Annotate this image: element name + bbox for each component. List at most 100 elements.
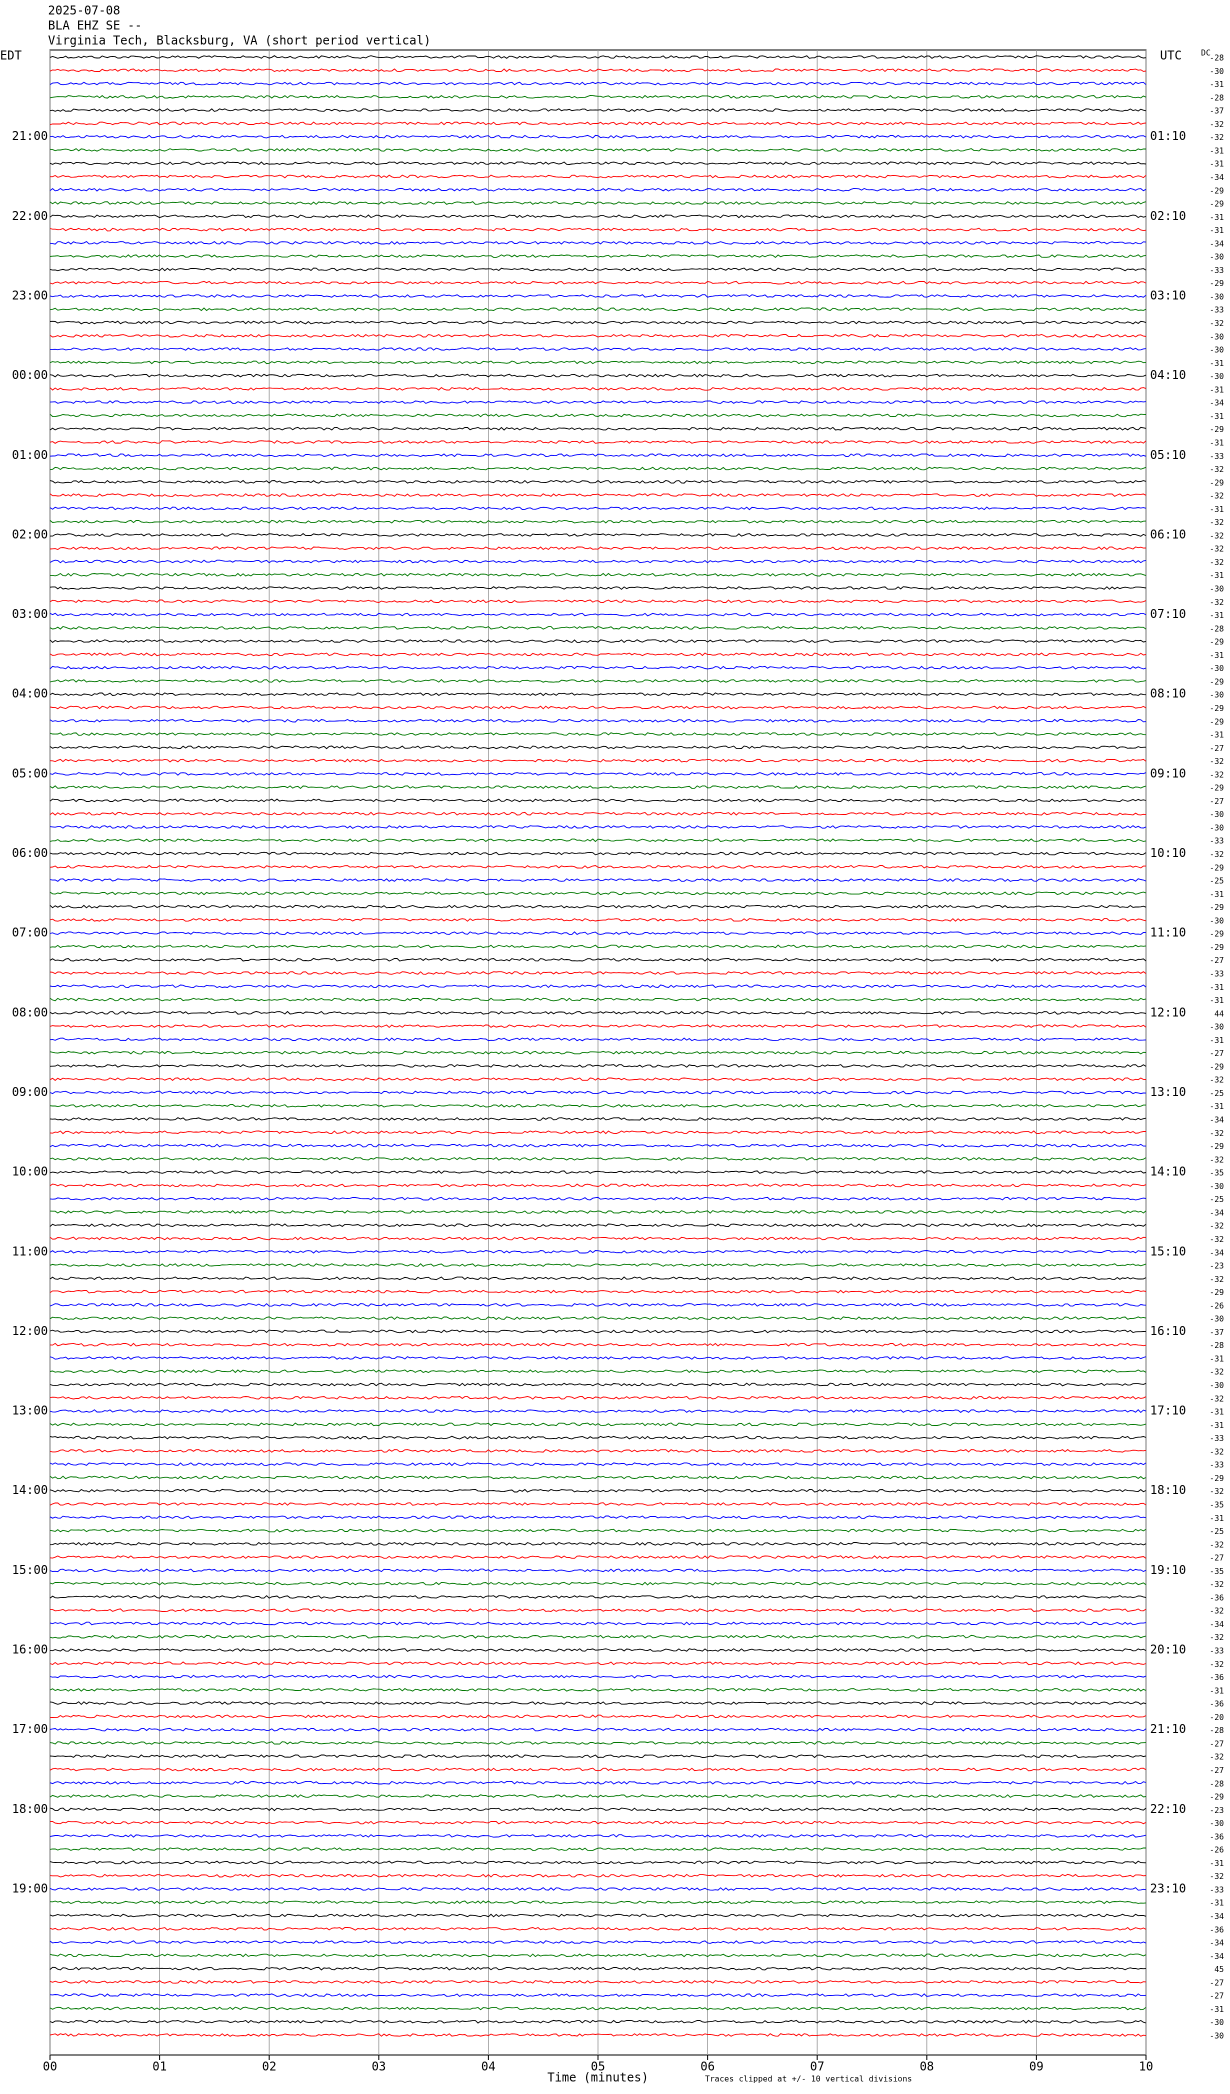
dc-offset: -32 <box>1210 1580 1225 1589</box>
trace <box>49 108 1147 112</box>
trace <box>49 825 1147 829</box>
right-hour-label: 20:10 <box>1150 1643 1186 1657</box>
trace <box>49 718 1147 723</box>
trace <box>49 1940 1147 1944</box>
dc-offset: -30 <box>1210 1819 1225 1828</box>
left-hour-label: 03:00 <box>12 607 48 621</box>
dc-offset: -30 <box>1210 253 1225 262</box>
left-hour-label: 02:00 <box>12 527 48 541</box>
trace <box>50 533 1147 537</box>
dc-offset: -25 <box>1210 1527 1225 1536</box>
dc-offset: -31 <box>1210 146 1225 155</box>
trace <box>49 493 1147 497</box>
dc-offset: -30 <box>1210 372 1225 381</box>
dc-offset: -31 <box>1210 1514 1225 1523</box>
dc-offset: -29 <box>1210 1142 1225 1151</box>
trace <box>49 1953 1147 1958</box>
trace <box>49 1568 1147 1573</box>
dc-offset: -31 <box>1210 213 1225 222</box>
dc-offset: -30 <box>1210 1023 1225 1032</box>
dc-offset: -27 <box>1210 1766 1225 1775</box>
dc-offset: -37 <box>1210 107 1225 116</box>
dc-offset: -32 <box>1210 319 1225 328</box>
dc-offset: -27 <box>1210 1978 1225 1987</box>
dc-offset: -33 <box>1210 306 1225 315</box>
trace <box>49 1170 1147 1174</box>
dc-offset: -30 <box>1210 823 1225 832</box>
trace <box>49 1820 1147 1825</box>
dc-offset: -30 <box>1210 810 1225 819</box>
dc-offset: -31 <box>1210 651 1225 660</box>
trace <box>49 1794 1147 1798</box>
dc-offset: -31 <box>1210 2005 1225 2014</box>
trace <box>49 466 1147 471</box>
trace <box>49 1754 1147 1759</box>
trace <box>49 1210 1147 1214</box>
right-hour-label: 06:10 <box>1150 527 1186 541</box>
trace <box>49 1157 1147 1161</box>
dc-offset: -34 <box>1210 1248 1225 1257</box>
dc-offset: -20 <box>1210 1713 1225 1722</box>
trace <box>49 81 1147 86</box>
dc-offset: -28 <box>1210 1779 1225 1788</box>
trace <box>49 1966 1147 1971</box>
trace <box>49 559 1147 564</box>
dc-offset: -31 <box>1210 226 1225 235</box>
left-hour-label: 18:00 <box>12 1802 48 1816</box>
left-axis-title: EDT <box>0 49 22 63</box>
title-line: Virginia Tech, Blacksburg, VA (short per… <box>48 34 431 48</box>
trace <box>49 1263 1147 1267</box>
right-hour-label: 07:10 <box>1150 607 1186 621</box>
dc-offset: -23 <box>1210 1262 1225 1271</box>
trace <box>50 174 1147 179</box>
trace <box>49 506 1147 511</box>
trace <box>49 1502 1147 1506</box>
right-hour-label: 10:10 <box>1150 846 1186 860</box>
trace <box>49 1090 1147 1095</box>
trace <box>49 758 1147 763</box>
trace <box>49 1050 1147 1055</box>
dc-offset: -28 <box>1210 1726 1225 1735</box>
trace <box>49 586 1147 590</box>
dc-offset: -32 <box>1210 1129 1225 1138</box>
right-hour-label: 09:10 <box>1150 766 1186 780</box>
trace <box>49 68 1147 73</box>
trace <box>49 161 1147 166</box>
dc-offset: -29 <box>1210 943 1225 952</box>
trace <box>49 1634 1147 1639</box>
trace <box>49 1223 1147 1228</box>
trace <box>49 745 1147 750</box>
dc-offset: -32 <box>1210 531 1225 540</box>
dc-offset: -25 <box>1210 877 1225 886</box>
dc-offset: -32 <box>1210 492 1225 501</box>
dc-offset: -32 <box>1210 558 1225 567</box>
dc-offset: -27 <box>1210 744 1225 753</box>
trace <box>49 214 1147 219</box>
right-hour-label: 23:10 <box>1150 1881 1186 1895</box>
trace <box>49 811 1147 816</box>
trace <box>49 1236 1147 1241</box>
trace <box>49 1541 1147 1546</box>
dc-offset: -28 <box>1210 93 1225 102</box>
right-hour-label: 14:10 <box>1150 1165 1186 1179</box>
left-hour-label: 08:00 <box>12 1005 48 1019</box>
trace <box>49 1528 1147 1533</box>
trace <box>49 1701 1147 1706</box>
trace <box>49 957 1147 962</box>
right-hour-label: 17:10 <box>1150 1404 1186 1418</box>
trace <box>49 1767 1147 1772</box>
trace <box>49 267 1147 272</box>
left-hour-label: 13:00 <box>12 1404 48 1418</box>
trace <box>49 1993 1147 1997</box>
dc-offset: -29 <box>1210 186 1225 195</box>
left-hour-label: 15:00 <box>12 1563 48 1577</box>
trace <box>49 851 1147 856</box>
trace <box>49 1342 1147 1347</box>
dc-offset: -29 <box>1210 1474 1225 1483</box>
dc-offset: -30 <box>1210 1315 1225 1324</box>
trace <box>49 373 1147 378</box>
dc-offset: -30 <box>1210 691 1225 700</box>
dc-offset: -32 <box>1210 1660 1225 1669</box>
trace <box>49 1183 1147 1188</box>
dc-offset: -31 <box>1210 160 1225 169</box>
